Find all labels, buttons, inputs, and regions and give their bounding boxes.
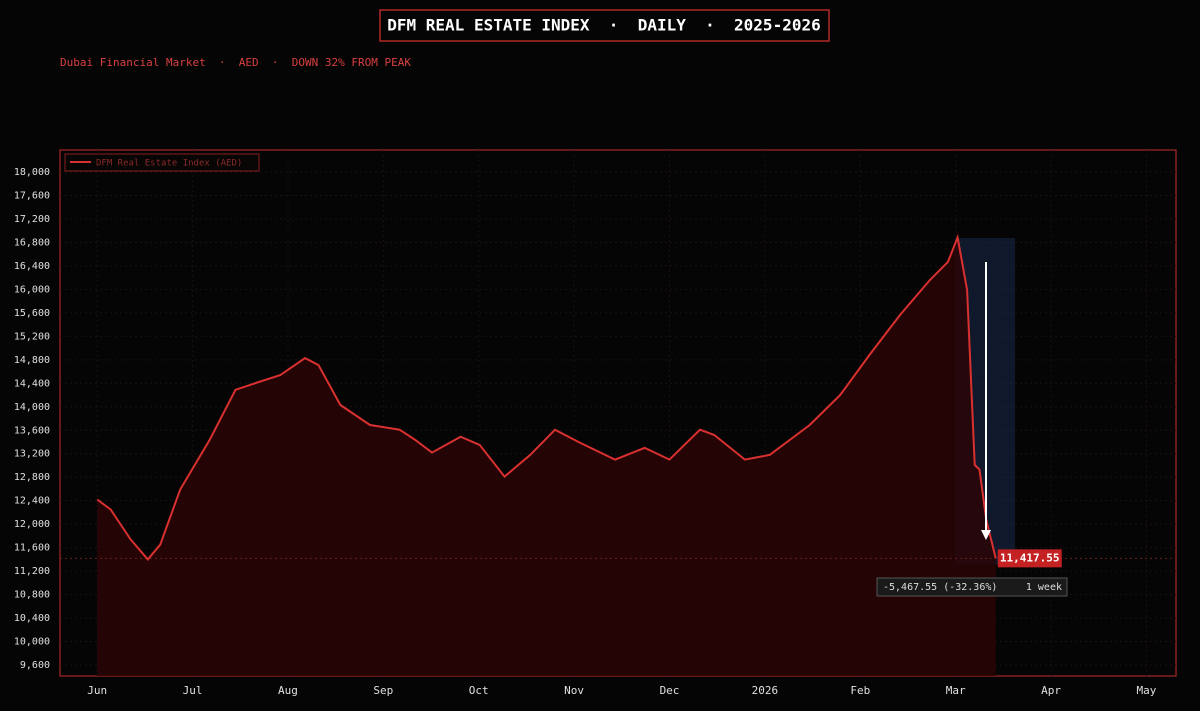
y-tick-label: 15,200 xyxy=(14,331,50,342)
annotation-box xyxy=(876,577,1068,597)
x-tick-label: Feb xyxy=(850,684,870,697)
x-tick-label: Jul xyxy=(183,684,203,697)
y-tick-label: 12,400 xyxy=(14,496,50,507)
drop-arrowhead xyxy=(981,530,991,540)
y-tick-label: 15,600 xyxy=(14,308,50,319)
y-tick-label: 16,000 xyxy=(14,284,50,295)
x-tick-label: Nov xyxy=(564,684,584,697)
y-tick-label: 14,800 xyxy=(14,355,50,366)
y-tick-label: 18,000 xyxy=(14,167,50,178)
y-tick-label: 10,800 xyxy=(14,590,50,601)
x-tick-label: Mar xyxy=(946,684,966,697)
x-tick-label: Oct xyxy=(469,684,489,697)
annotation: -5,467.55 (-32.36%) xyxy=(883,582,997,593)
y-tick-label: 9,600 xyxy=(20,660,50,671)
y-tick-label: 16,400 xyxy=(14,261,50,272)
y-tick-label: 10,000 xyxy=(14,637,50,648)
y-tick-label: 11,600 xyxy=(14,543,50,554)
x-tick-label: May xyxy=(1136,684,1156,697)
y-tick-label: 14,000 xyxy=(14,402,50,413)
x-tick-label: Apr xyxy=(1041,684,1061,697)
y-tick-label: 16,800 xyxy=(14,237,50,248)
legend-box xyxy=(64,153,260,172)
chart-title: DFM REAL ESTATE INDEX · DAILY · 2025-202… xyxy=(387,16,820,35)
title-box xyxy=(379,9,830,42)
legend-label: DFM Real Estate Index (AED) xyxy=(96,159,242,169)
x-tick-label: Dec xyxy=(660,684,680,697)
y-tick-label: 11,200 xyxy=(14,566,50,577)
area xyxy=(97,237,996,676)
annotation: 1 week xyxy=(1026,582,1062,593)
x-tick-label: 2026 xyxy=(752,684,779,697)
subtitle: Dubai Financial Market · AED · DOWN 32% … xyxy=(60,56,411,69)
value-label-box xyxy=(997,549,1062,568)
value-label: 11,417.55 xyxy=(1000,551,1060,564)
x-tick-label: Jun xyxy=(87,684,107,697)
x-tick-label: Sep xyxy=(373,684,393,697)
y-tick-label: 12,000 xyxy=(14,519,50,530)
y-tick-label: 17,600 xyxy=(14,190,50,201)
x-tick-label: Aug xyxy=(278,684,298,697)
y-tick-label: 13,600 xyxy=(14,425,50,436)
y-tick-label: 10,400 xyxy=(14,613,50,624)
y-tick-label: 17,200 xyxy=(14,214,50,225)
line xyxy=(96,233,997,561)
y-tick-label: 14,400 xyxy=(14,378,50,389)
y-tick-label: 13,200 xyxy=(14,449,50,460)
y-tick-label: 12,800 xyxy=(14,472,50,483)
